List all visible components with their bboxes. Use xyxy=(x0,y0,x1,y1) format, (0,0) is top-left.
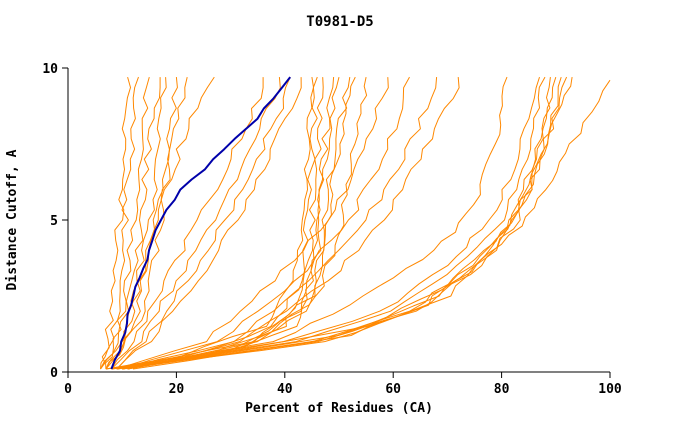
svg-text:40: 40 xyxy=(277,382,293,397)
svg-text:0: 0 xyxy=(50,366,58,381)
plot-area: 0 20 40 60 80 100 0 5 10 xyxy=(42,62,622,397)
chart-title: T0981-D5 xyxy=(306,14,373,30)
svg-text:0: 0 xyxy=(64,382,72,397)
svg-text:5: 5 xyxy=(50,214,58,229)
svg-text:60: 60 xyxy=(385,382,401,397)
x-axis-label: Percent of Residues (CA) xyxy=(245,401,433,416)
svg-text:80: 80 xyxy=(494,382,510,397)
svg-text:100: 100 xyxy=(598,382,622,397)
svg-text:20: 20 xyxy=(169,382,185,397)
y-axis-label: Distance Cutoff, A xyxy=(5,149,20,290)
svg-text:10: 10 xyxy=(42,62,58,77)
